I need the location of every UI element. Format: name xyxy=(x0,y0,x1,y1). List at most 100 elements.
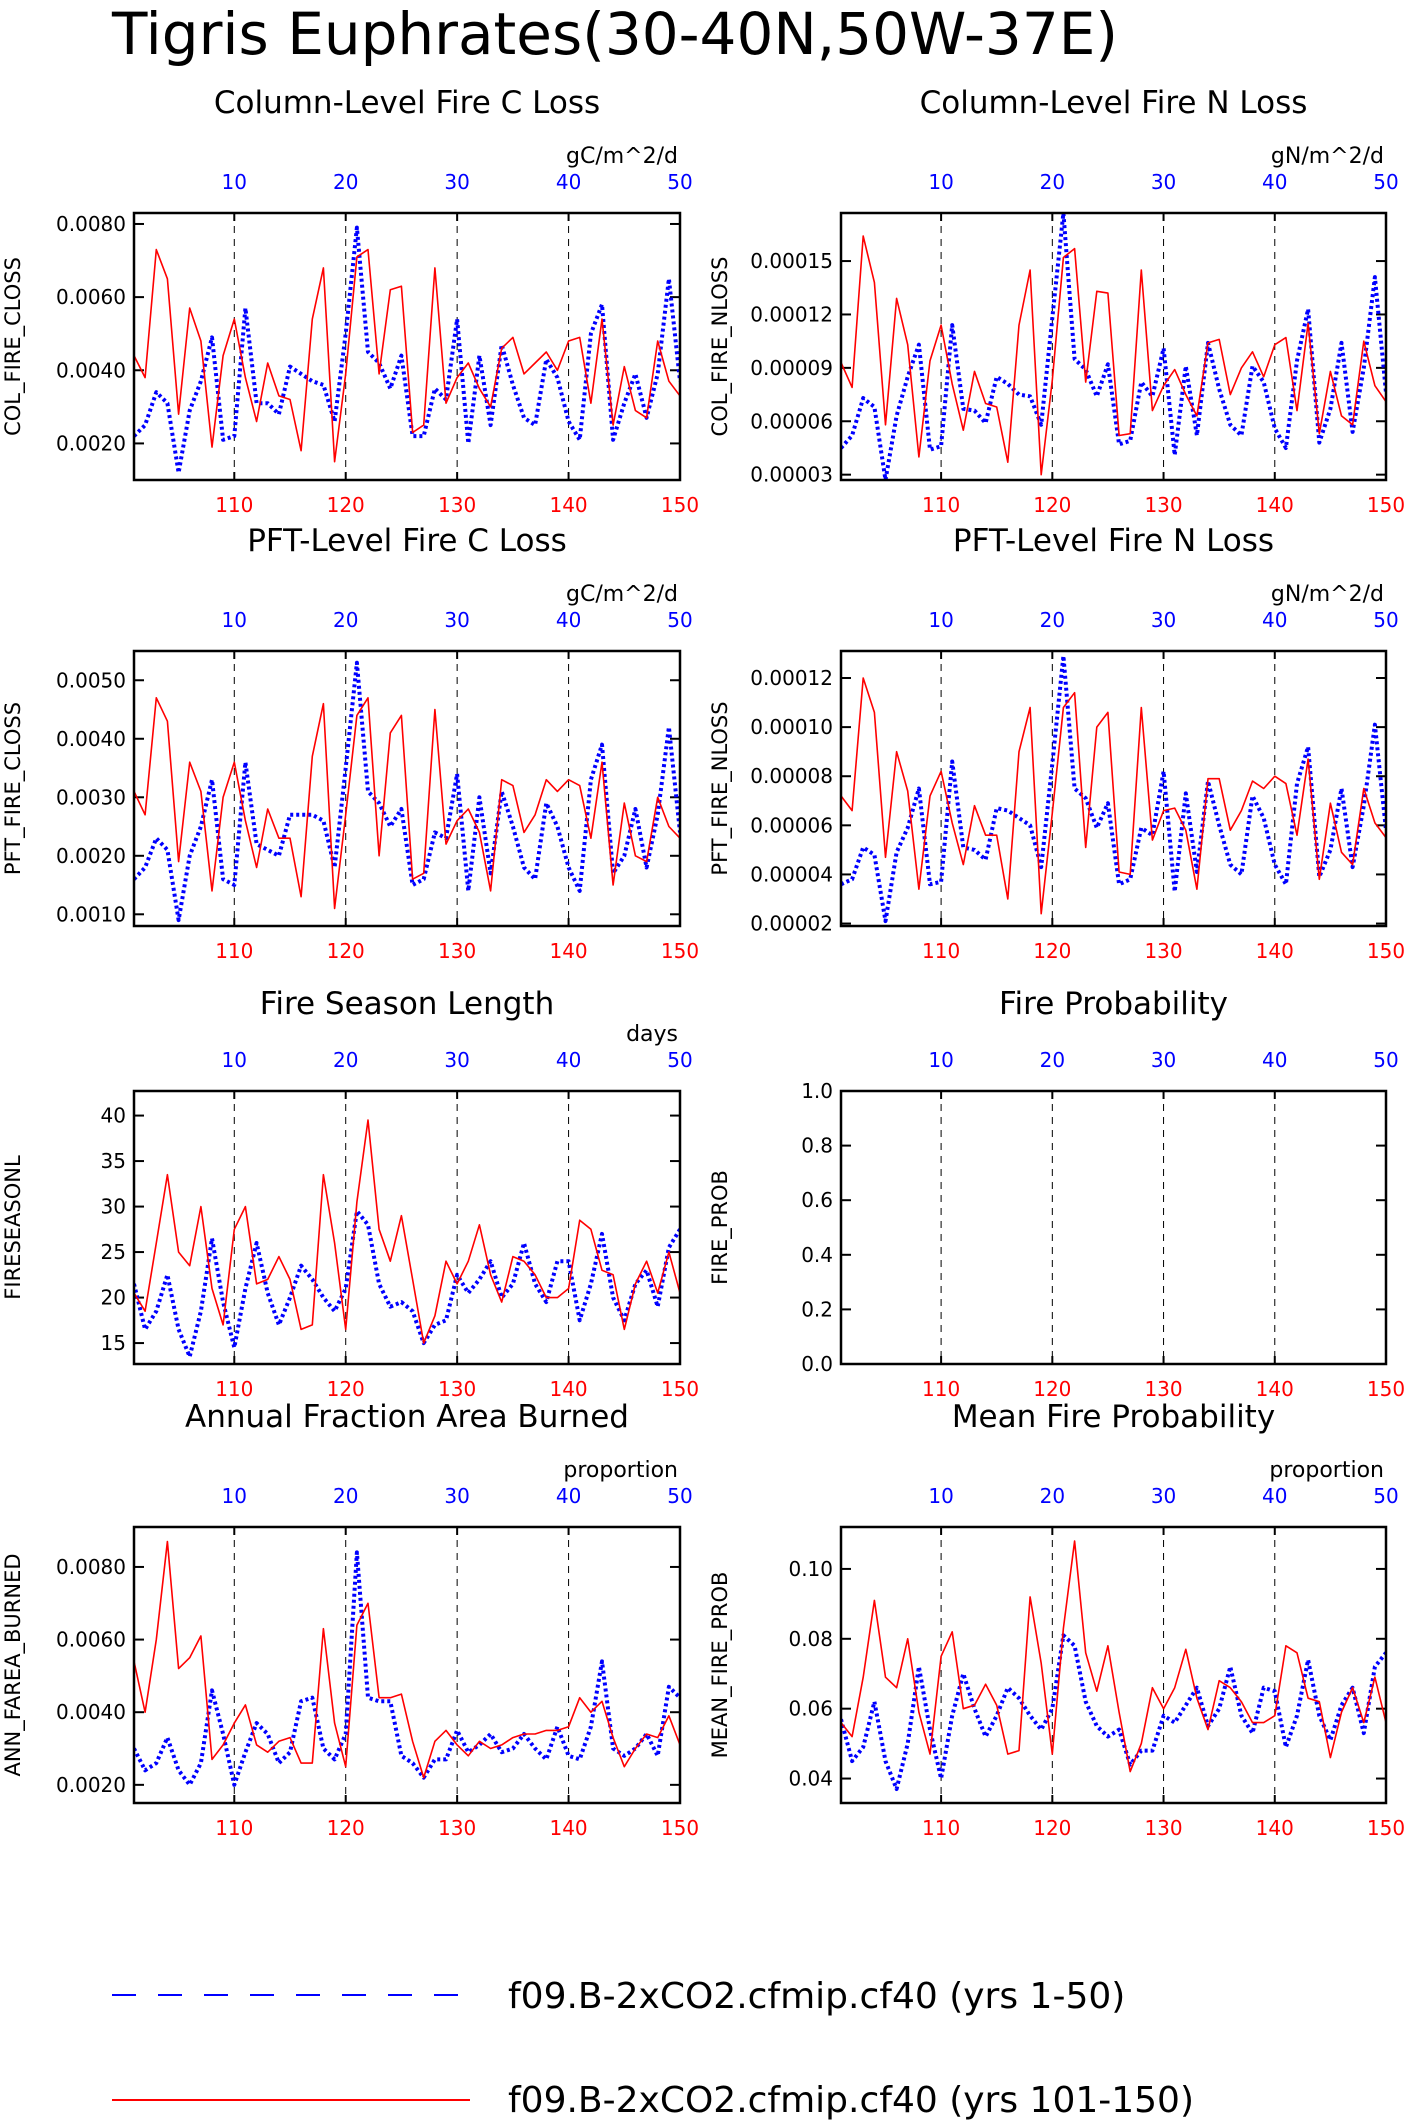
bottom-tick-label: 150 xyxy=(661,1377,699,1401)
bottom-tick-label: 130 xyxy=(438,1377,476,1401)
top-tick-label: 20 xyxy=(1040,170,1065,194)
legend-label-yrs-1-50: f09.B-2xCO2.cfmip.cf40 (yrs 1-50) xyxy=(508,1976,1125,2017)
y-tick-label: 0.2 xyxy=(801,1297,833,1321)
top-tick-label: 40 xyxy=(556,170,581,194)
top-tick-label: 50 xyxy=(1373,1484,1398,1508)
top-tick-label: 10 xyxy=(222,608,247,632)
y-axis-label: MEAN_FIRE_PROB xyxy=(708,1572,733,1759)
y-tick-label: 0.0060 xyxy=(56,1628,126,1652)
y-tick-label: 0.06 xyxy=(788,1697,833,1721)
series-line-yrs-101-150 xyxy=(134,1119,680,1344)
chart-panel-ann-farea-burned: Annual Fraction Area Burned proportion 10 2… xyxy=(1,1399,699,1840)
bottom-tick-label: 150 xyxy=(661,493,699,517)
bottom-tick-label: 110 xyxy=(215,1377,253,1401)
top-tick-label: 40 xyxy=(1262,1048,1287,1072)
bottom-tick-label: 110 xyxy=(215,939,253,963)
y-tick-label: 40 xyxy=(101,1104,126,1128)
y-tick-label: 0.00009 xyxy=(750,356,833,380)
y-tick-label: 0.0040 xyxy=(56,1700,126,1724)
y-axis-label: COL_FIRE_CLOSS xyxy=(1,257,26,436)
bottom-tick-label: 150 xyxy=(1367,1816,1405,1840)
y-tick-label: 0.00004 xyxy=(750,862,833,886)
chart-panel-mean-fire-prob: Mean Fire Probability proportion 10 20 30 40 5… xyxy=(708,1399,1405,1840)
top-tick-label: 30 xyxy=(1151,1048,1176,1072)
plot-frame xyxy=(839,1089,1388,1366)
bottom-tick-label: 150 xyxy=(661,1816,699,1840)
top-tick-label: 10 xyxy=(928,608,953,632)
bottom-tick-label: 110 xyxy=(922,1377,960,1401)
bottom-tick-label: 140 xyxy=(1256,1816,1294,1840)
y-tick-label: 0.0060 xyxy=(56,285,126,309)
y-axis-label: PFT_FIRE_NLOSS xyxy=(708,701,733,875)
y-tick-label: 0.0050 xyxy=(56,668,126,692)
top-tick-label: 10 xyxy=(222,1484,247,1508)
top-tick-label: 30 xyxy=(444,1048,469,1072)
figure-title: Tigris Euphrates(30-40N,50W-37E) xyxy=(111,0,1118,68)
y-tick-label: 0.0 xyxy=(801,1352,833,1376)
y-tick-label: 0.00010 xyxy=(750,715,833,739)
y-tick-label: 35 xyxy=(101,1149,126,1173)
units-label: gN/m^2/d xyxy=(1271,144,1384,169)
top-tick-label: 20 xyxy=(333,608,358,632)
plot-frame xyxy=(132,649,682,928)
chart-title: PFT-Level Fire C Loss xyxy=(247,523,567,559)
bottom-tick-label: 140 xyxy=(549,493,587,517)
top-tick-label: 20 xyxy=(1040,608,1065,632)
bottom-tick-label: 130 xyxy=(438,1816,476,1840)
bottom-tick-label: 140 xyxy=(549,1377,587,1401)
top-tick-label: 40 xyxy=(556,1048,581,1072)
bottom-tick-label: 140 xyxy=(1256,1377,1294,1401)
top-tick-label: 10 xyxy=(928,1484,953,1508)
chart-panel-col-fire-nloss: Column-Level Fire N Loss gN/m^2/d 10 20 30 40… xyxy=(708,85,1405,517)
series-line-yrs-1-50 xyxy=(841,653,1386,924)
y-tick-label: 0.6 xyxy=(801,1188,833,1212)
y-tick-label: 0.00008 xyxy=(750,764,833,788)
chart-title: Column-Level Fire N Loss xyxy=(920,85,1308,121)
units-label: gN/m^2/d xyxy=(1271,582,1384,607)
top-tick-label: 50 xyxy=(1373,1048,1398,1072)
top-tick-label: 30 xyxy=(1151,608,1176,632)
bottom-tick-label: 120 xyxy=(1033,1816,1071,1840)
plot-frame xyxy=(132,1525,682,1805)
y-tick-label: 0.4 xyxy=(801,1243,833,1267)
plot-frame xyxy=(839,649,1388,928)
y-axis-label: COL_FIRE_NLOSS xyxy=(708,257,733,437)
top-tick-label: 20 xyxy=(1040,1484,1065,1508)
bottom-tick-label: 120 xyxy=(1033,939,1071,963)
y-tick-label: 0.8 xyxy=(801,1134,833,1158)
top-tick-label: 10 xyxy=(222,1048,247,1072)
bottom-tick-label: 130 xyxy=(1144,1816,1182,1840)
y-tick-label: 0.0080 xyxy=(56,1555,126,1579)
y-tick-label: 0.10 xyxy=(788,1557,833,1581)
chart-title: Column-Level Fire C Loss xyxy=(214,85,600,121)
series-line-yrs-101-150 xyxy=(841,235,1386,476)
bottom-tick-label: 150 xyxy=(661,939,699,963)
y-axis-label: FIRESEASONL xyxy=(1,1155,25,1300)
chart-panel-col-fire-closs: Column-Level Fire C Loss gC/m^2/d 10 20 30 40… xyxy=(1,85,699,517)
top-tick-label: 20 xyxy=(333,1048,358,1072)
top-tick-label: 40 xyxy=(1262,608,1287,632)
bottom-tick-label: 120 xyxy=(1033,1377,1071,1401)
top-tick-label: 40 xyxy=(1262,1484,1287,1508)
bottom-tick-label: 140 xyxy=(549,1816,587,1840)
top-tick-label: 20 xyxy=(1040,1048,1065,1072)
y-axis-label: ANN_FAREA_BURNED xyxy=(1,1553,26,1776)
bottom-tick-label: 150 xyxy=(1367,1377,1405,1401)
y-tick-label: 0.00006 xyxy=(750,813,833,837)
bottom-tick-label: 110 xyxy=(215,1816,253,1840)
bottom-tick-label: 150 xyxy=(1367,493,1405,517)
chart-panel-fireseasonl: Fire Season Length days 10 20 30 40 50 110 120 13… xyxy=(1,986,699,1401)
bottom-tick-label: 130 xyxy=(438,939,476,963)
bottom-tick-label: 120 xyxy=(327,1377,365,1401)
units-label: gC/m^2/d xyxy=(566,582,678,607)
series-line-yrs-1-50 xyxy=(134,225,680,475)
bottom-tick-label: 120 xyxy=(327,1816,365,1840)
chart-title: Fire Season Length xyxy=(260,986,554,1022)
bottom-tick-label: 120 xyxy=(327,939,365,963)
units-label: gC/m^2/d xyxy=(566,144,678,169)
chart-title: Fire Probability xyxy=(999,986,1228,1022)
y-tick-label: 0.0030 xyxy=(56,785,126,809)
y-tick-label: 20 xyxy=(101,1286,126,1310)
series-line-yrs-101-150 xyxy=(134,248,680,463)
